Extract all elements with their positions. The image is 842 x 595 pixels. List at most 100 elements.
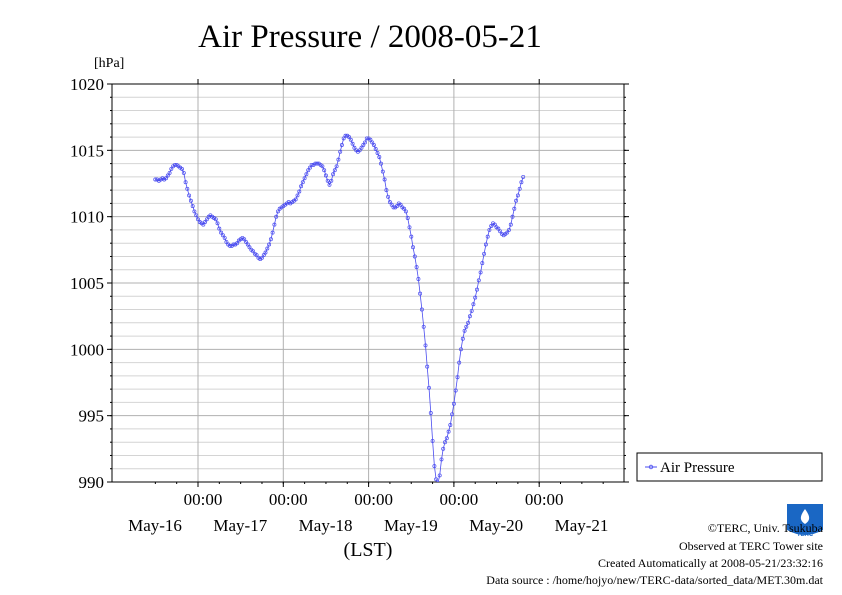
footer-observed: Observed at TERC Tower site — [679, 539, 823, 553]
chart-title: Air Pressure / 2008-05-21 — [198, 19, 542, 55]
data-point — [268, 237, 273, 242]
x-day-label: May-21 — [555, 516, 609, 535]
data-point — [421, 324, 426, 329]
data-point — [407, 225, 412, 230]
data-point — [492, 222, 497, 227]
data-point — [395, 204, 399, 209]
data-point — [487, 227, 492, 232]
data-point — [482, 251, 487, 256]
data-point — [444, 436, 449, 441]
data-point — [338, 149, 343, 154]
data-point — [295, 193, 300, 198]
data-point — [473, 295, 478, 300]
x-time-label: 00:00 — [354, 490, 393, 509]
series-line-group — [153, 133, 526, 482]
y-tick-label: 1010 — [70, 208, 104, 227]
data-point — [270, 230, 275, 235]
data-point — [263, 250, 268, 255]
data-point — [308, 165, 312, 170]
data-point — [185, 186, 190, 191]
data-point — [364, 136, 369, 141]
data-point — [423, 343, 428, 348]
data-point — [261, 253, 266, 258]
data-point — [322, 168, 327, 173]
logo-text: TERC — [797, 532, 814, 538]
data-point — [215, 221, 220, 226]
data-point — [409, 234, 414, 239]
data-point — [231, 242, 236, 247]
data-point — [466, 320, 471, 325]
data-point — [300, 180, 305, 185]
x-day-label: May-19 — [384, 516, 438, 535]
data-point — [496, 226, 501, 231]
x-time-label: 00:00 — [269, 490, 308, 509]
legend-box — [636, 452, 823, 482]
data-point — [359, 145, 364, 150]
data-point — [357, 148, 362, 153]
data-point — [387, 200, 392, 205]
data-point — [521, 174, 526, 179]
data-point — [416, 277, 421, 281]
y-tick-label: 1020 — [70, 75, 104, 94]
data-point — [350, 141, 355, 146]
data-point — [222, 235, 227, 240]
data-point — [203, 220, 208, 224]
data-point — [425, 364, 430, 369]
grid-lines — [112, 84, 624, 482]
data-point — [439, 457, 444, 462]
data-point — [519, 180, 524, 185]
data-point — [427, 385, 431, 390]
y-tick-label: 995 — [79, 407, 105, 426]
data-point — [219, 230, 224, 235]
data-point — [476, 278, 481, 283]
data-point — [448, 423, 453, 427]
data-point — [183, 180, 188, 185]
y-tick-label: 1015 — [70, 141, 104, 160]
footer-copyright: ©TERC, Univ. Tsukuba — [708, 521, 824, 535]
data-point — [299, 184, 304, 189]
data-point — [302, 176, 307, 181]
x-time-label: 00:00 — [525, 490, 564, 509]
data-point — [343, 133, 348, 138]
data-point — [475, 287, 479, 292]
data-point — [379, 161, 383, 166]
data-point — [505, 230, 510, 235]
data-point — [276, 209, 280, 214]
data-point — [371, 143, 376, 147]
x-day-label: May-17 — [213, 516, 267, 535]
data-point — [181, 170, 186, 175]
data-point — [188, 198, 193, 203]
data-point — [464, 324, 469, 329]
data-point — [293, 197, 298, 202]
data-point — [306, 168, 311, 173]
x-day-label: May-18 — [299, 516, 353, 535]
y-tick-label: 1000 — [70, 340, 104, 359]
series-line — [155, 135, 524, 482]
data-point — [391, 205, 396, 210]
x-day-label: May-16 — [128, 516, 182, 535]
data-point — [164, 176, 168, 181]
data-point — [327, 182, 332, 187]
data-point — [459, 347, 463, 352]
data-point — [220, 233, 225, 238]
data-point — [453, 388, 458, 393]
legend: Air Pressure — [636, 452, 823, 482]
data-point — [386, 194, 391, 199]
x-axis-label: (LST) — [344, 539, 393, 561]
data-point — [165, 173, 170, 178]
footer-source: Data source : /home/hojyo/new/TERC-data/… — [486, 573, 823, 587]
data-point — [320, 164, 325, 169]
data-point — [192, 209, 197, 214]
data-point — [336, 157, 341, 162]
data-point — [436, 481, 440, 482]
data-point — [352, 145, 357, 150]
data-point — [485, 234, 490, 239]
data-point — [204, 217, 209, 222]
data-point — [441, 446, 446, 451]
data-point — [244, 239, 248, 244]
data-point — [389, 202, 394, 207]
data-point — [443, 440, 447, 445]
data-point — [455, 375, 460, 380]
data-point — [348, 137, 353, 142]
